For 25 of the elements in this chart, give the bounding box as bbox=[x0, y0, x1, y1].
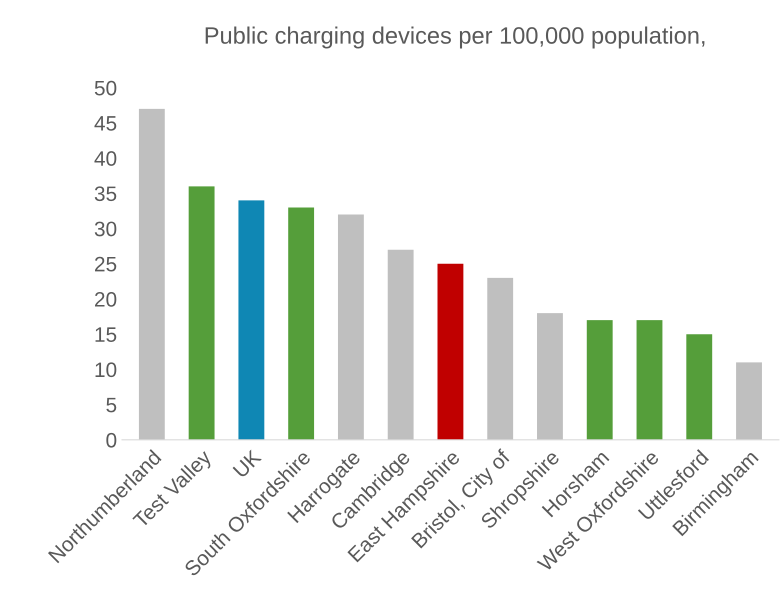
chart-title: Public charging devices per 100,000 population, bbox=[206, 26, 704, 49]
y-tick-label: 30 bbox=[94, 222, 116, 236]
y-tick-label: 25 bbox=[95, 256, 116, 272]
bar bbox=[388, 250, 414, 440]
bar bbox=[686, 334, 712, 440]
y-tick-label: 15 bbox=[96, 327, 116, 342]
bar bbox=[138, 108, 165, 440]
y-tick-label: 50 bbox=[94, 80, 116, 96]
bar bbox=[188, 186, 215, 440]
bar bbox=[288, 207, 314, 440]
y-tick-label: 35 bbox=[94, 186, 116, 202]
y-tick-label: 45 bbox=[94, 116, 116, 131]
y-tick-label: 40 bbox=[94, 151, 116, 166]
y-tick-label: 20 bbox=[95, 292, 116, 307]
y-tick-label: 5 bbox=[106, 398, 116, 412]
bar bbox=[238, 200, 264, 440]
y-tick-label: 0 bbox=[106, 432, 116, 448]
bar bbox=[537, 313, 563, 440]
y-tick-label: 10 bbox=[96, 362, 116, 378]
bar bbox=[586, 320, 613, 440]
bar bbox=[338, 214, 364, 440]
bar bbox=[736, 362, 762, 440]
bar bbox=[437, 264, 464, 440]
bar bbox=[487, 278, 514, 440]
bar bbox=[636, 320, 662, 440]
